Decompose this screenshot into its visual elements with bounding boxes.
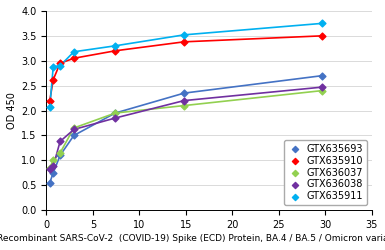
GTX636037 [181,104,187,108]
GTX636037 [57,151,63,155]
Y-axis label: OD 450: OD 450 [7,92,17,129]
GTX635693 [112,111,118,115]
GTX635911 [71,50,77,54]
GTX636038 [57,140,63,143]
GTX635910 [71,56,77,60]
GTX636037 [319,89,325,93]
GTX635693 [319,74,325,78]
GTX635910 [112,49,118,53]
GTX636038 [47,167,53,171]
GTX635693 [71,134,77,138]
GTX635910 [57,61,63,65]
GTX635911 [181,33,187,37]
GTX635911 [319,22,325,26]
GTX635911 [50,65,56,69]
Legend: GTX635693, GTX635910, GTX636037, GTX636038, GTX635911: GTX635693, GTX635910, GTX636037, GTX6360… [284,140,367,205]
GTX636037 [71,126,77,130]
GTX635910 [50,78,56,82]
GTX635911 [47,105,53,109]
GTX635910 [47,98,53,102]
GTX635910 [319,34,325,38]
GTX636037 [50,158,56,162]
GTX636037 [47,166,53,170]
GTX635911 [57,64,63,68]
GTX635693 [181,91,187,95]
GTX636038 [71,128,77,132]
GTX635911 [112,44,118,48]
GTX635693 [57,154,63,158]
GTX635693 [50,171,56,175]
GTX636038 [319,85,325,89]
GTX636037 [112,111,118,115]
X-axis label: Recombinant SARS-CoV-2  (COVID-19) Spike (ECD) Protein, BA.4 / BA.5 / Omicron va: Recombinant SARS-CoV-2 (COVID-19) Spike … [0,234,385,243]
GTX636038 [50,164,56,168]
GTX635693 [47,181,53,185]
GTX636038 [181,98,187,102]
GTX636038 [112,116,118,120]
GTX635910 [181,40,187,44]
